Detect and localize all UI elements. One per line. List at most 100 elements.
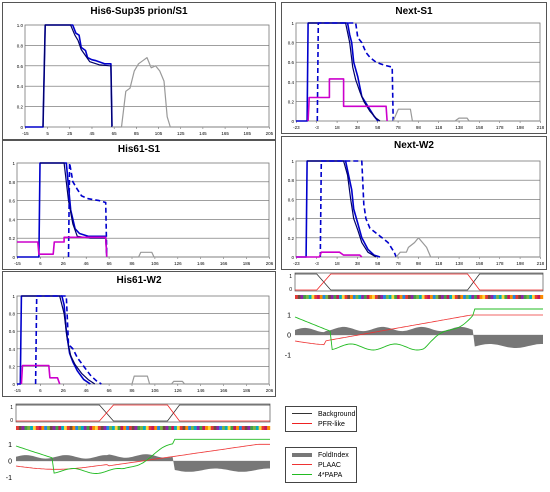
sequence-residue [159, 426, 163, 430]
chart-panel-his61-w2: His61-W2 0 0.2 0.4 0.6 0.8 1 -15 6 26 46 66 86 106 12… [2, 271, 276, 397]
sequence-residue [460, 295, 464, 299]
papa-line [294, 308, 543, 351]
sequence-residue [336, 295, 340, 299]
sequence-residue [106, 426, 110, 430]
sequence-residue [520, 295, 524, 299]
sequence-residue [479, 295, 483, 299]
sequence-residue [501, 295, 505, 299]
sequence-residue [330, 295, 334, 299]
sequence-residue [143, 426, 147, 430]
x-tick-label: -23 [293, 125, 300, 130]
sequence-residue [454, 295, 458, 299]
sequence-residue [504, 295, 508, 299]
sequence-residue [531, 295, 535, 299]
y-tick-label: 1 [291, 21, 294, 26]
series-line-magenta [20, 364, 61, 385]
y-tick-label: 0.2 [288, 236, 295, 241]
series-line-gray [101, 375, 269, 385]
x-tick-label: 38 [355, 125, 361, 130]
series-line-magenta [307, 78, 388, 122]
x-tick-label: 45 [89, 131, 95, 136]
plaac-line [294, 314, 543, 346]
sequence-residue [350, 295, 354, 299]
sequence-residue [244, 426, 248, 430]
x-tick-label: 186 [243, 261, 251, 266]
legend-label: FoldIndex [318, 452, 349, 459]
sequence-residue [380, 295, 384, 299]
sequence-residue [219, 426, 223, 430]
sequence-residue [165, 426, 169, 430]
track-crossover-box [294, 272, 544, 292]
x-tick-label: 218 [537, 261, 545, 266]
sequence-residue [69, 426, 73, 430]
profile-y-tick: 0 [8, 459, 12, 466]
series-line-navy [21, 295, 96, 385]
y-tick-label: 0.6 [17, 64, 24, 69]
sequence-residue [63, 426, 67, 430]
sequence-residue [55, 426, 59, 430]
sequence-residue [471, 295, 475, 299]
sequence-residue [230, 426, 234, 430]
sequence-residue [457, 295, 461, 299]
legend-swatch-papa [292, 474, 312, 475]
sequence-residue [537, 295, 541, 299]
sequence-residue [485, 295, 489, 299]
sequence-residue [162, 426, 166, 430]
sequence-residue [474, 295, 478, 299]
sequence-residue [151, 426, 155, 430]
sequence-residue [222, 426, 226, 430]
sequence-residue [109, 426, 113, 430]
x-tick-label: 65 [112, 131, 118, 136]
x-tick-label: 185 [244, 131, 252, 136]
y-tick-label: 0.4 [288, 217, 295, 222]
sequence-residue [446, 295, 450, 299]
sequence-residue [507, 295, 511, 299]
x-tick-label: 25 [67, 131, 73, 136]
sequence-residue [435, 295, 439, 299]
sequence-residue [300, 295, 304, 299]
series-line-magenta [296, 251, 363, 258]
sequence-residue [317, 295, 320, 299]
x-tick-label: -3 [315, 261, 319, 266]
sequence-residue [128, 426, 132, 430]
x-tick-label: 78 [396, 261, 402, 266]
sequence-residue [247, 426, 251, 430]
x-tick-label: 198 [516, 261, 524, 266]
x-tick-label: 18 [335, 125, 341, 130]
sequence-residue [174, 426, 178, 430]
sequence-residue [137, 426, 141, 430]
x-tick-label: 66 [107, 261, 113, 266]
pfr-like-line [16, 404, 270, 422]
pfr-like-line [295, 273, 543, 291]
sequence-residue [131, 426, 135, 430]
sequence-residue [241, 426, 245, 430]
track-y-label: 1 [10, 405, 13, 411]
sequence-residue [515, 295, 519, 299]
sequence-residue [449, 295, 453, 299]
y-tick-label: 1 [291, 159, 294, 164]
sequence-residue [303, 295, 307, 299]
sequence-residue [443, 295, 447, 299]
sequence-residue [358, 295, 362, 299]
sequence-residue [179, 426, 183, 430]
series-line-blue_dashed [67, 162, 108, 258]
sequence-residue [213, 426, 217, 430]
x-tick-label: 165 [221, 131, 229, 136]
sequence-residue [264, 426, 268, 430]
chart-panel-next-s1: Next-S1 0 0.2 0.4 0.6 0.8 1 -23 -3 18 38 58 78 98 118… [281, 2, 547, 134]
x-tick-label: 58 [375, 125, 381, 130]
sequence-residue [89, 426, 93, 430]
x-tick-label: 78 [396, 125, 402, 130]
x-tick-label: 98 [416, 125, 422, 130]
series-line-gray [106, 251, 269, 258]
sequence-residue [295, 295, 298, 299]
sequence-residue [250, 426, 254, 430]
sequence-residue [66, 426, 70, 430]
sequence-residue [154, 426, 158, 430]
track-bottom: 1 0 1 0 -1 [6, 403, 271, 482]
sequence-residue [182, 426, 186, 430]
sequence-residue [416, 295, 420, 299]
series-line-blue_dashed [316, 22, 394, 122]
x-tick-label: 105 [155, 131, 163, 136]
x-tick-label: 158 [476, 261, 484, 266]
